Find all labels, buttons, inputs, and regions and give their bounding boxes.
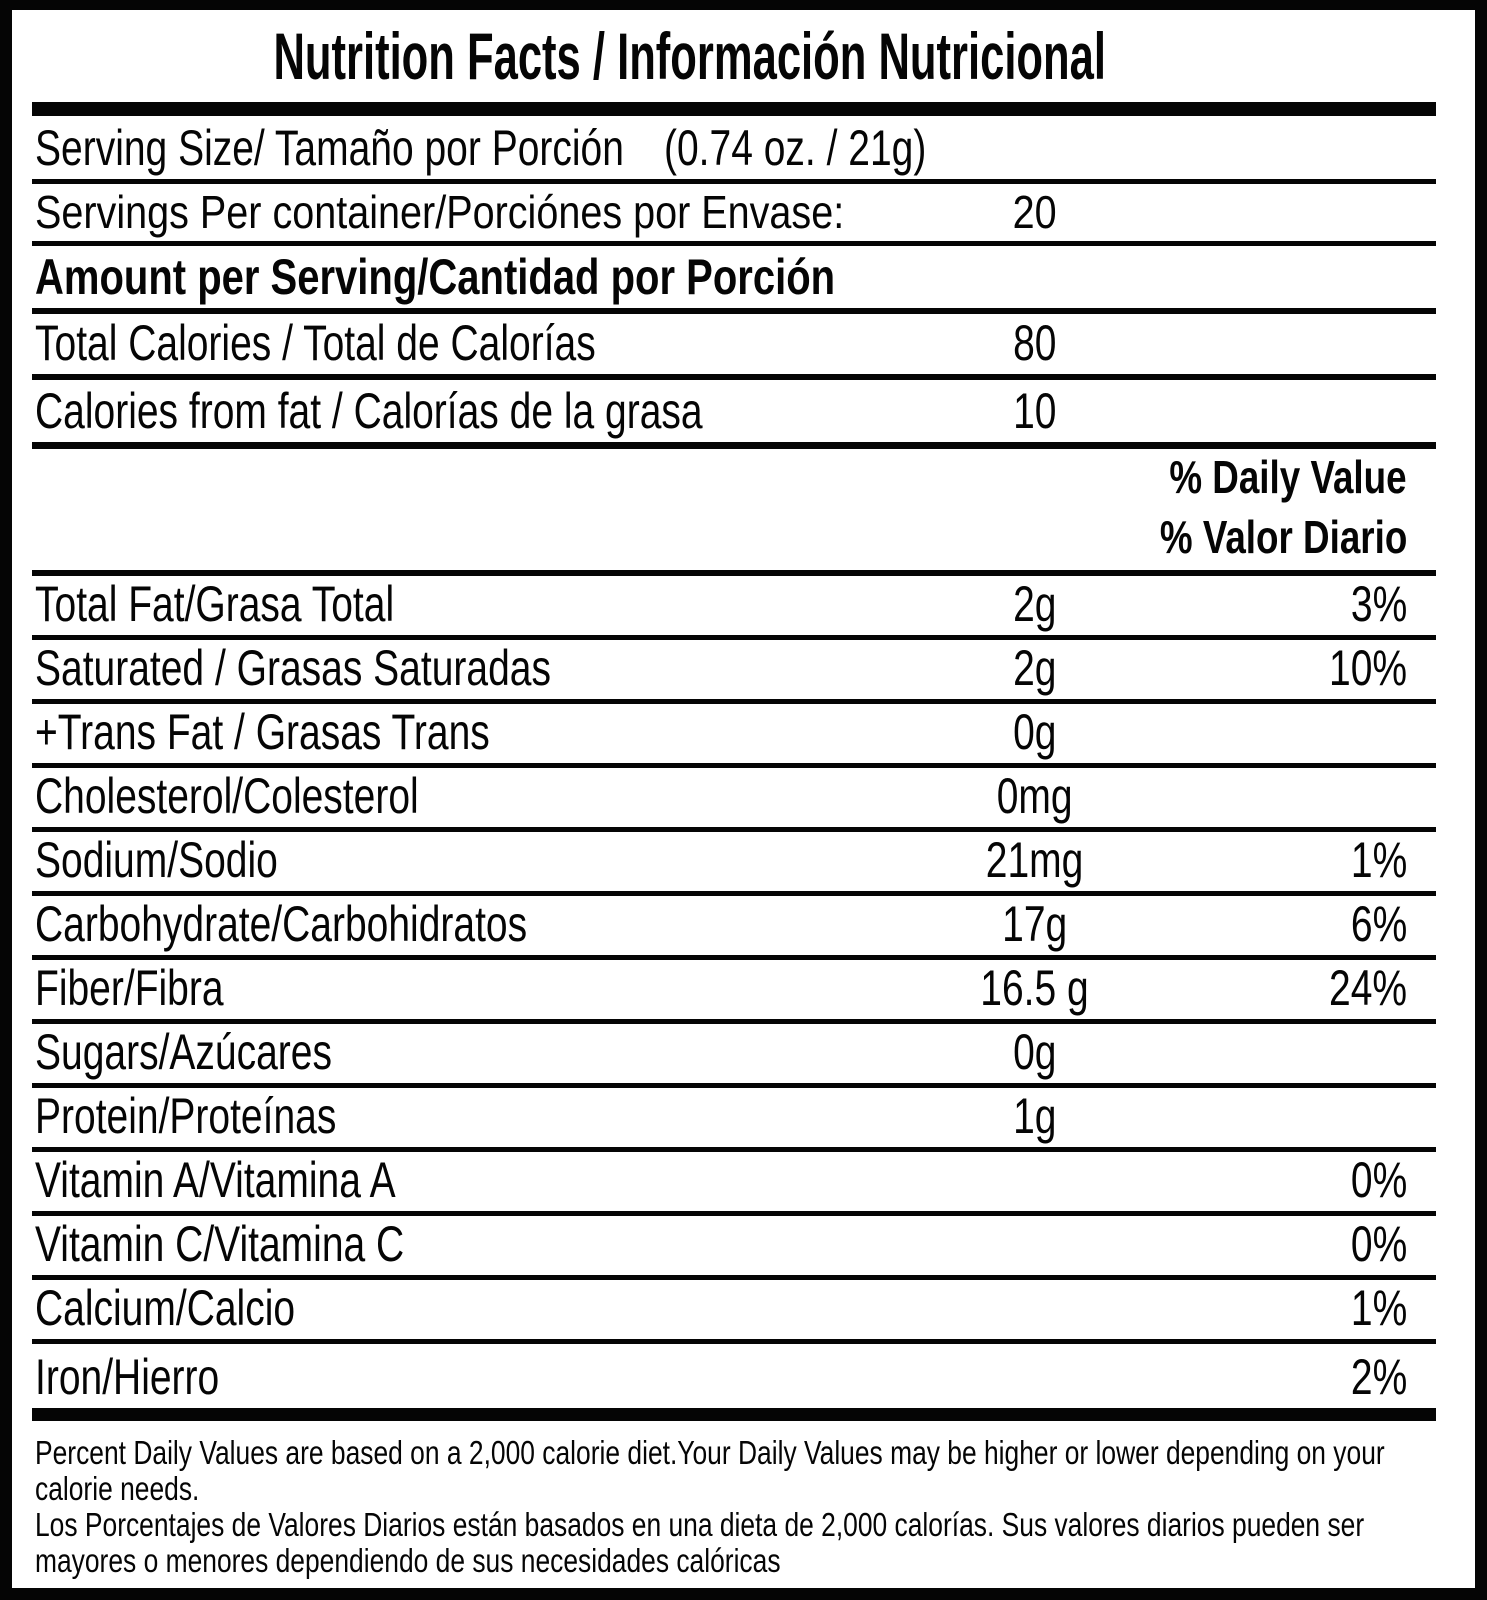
page-title: Nutrition Facts / Información Nutriciona… [273, 19, 1107, 93]
nutrient-daily-value: 0% [1350, 1216, 1407, 1272]
nutrient-daily-value: 1% [1350, 1280, 1407, 1336]
nutrient-label: Vitamin A/Vitamina A [35, 1152, 396, 1208]
nutrient-label: Cholesterol/Colesterol [35, 768, 419, 824]
nutrient-daily-value: 10% [1328, 640, 1407, 696]
nutrient-row: Vitamin A/Vitamina A 0% [32, 1152, 1436, 1216]
footnote: Percent Daily Values are based on a 2,00… [32, 1421, 1436, 1588]
footnote-spanish: Los Porcentajes de Valores Diarios están… [35, 1506, 1365, 1579]
nutrient-label: Sodium/Sodio [35, 832, 278, 888]
daily-value-header-es: % Valor Diario [1159, 511, 1407, 563]
nutrient-row: Carbohydrate/Carbohidratos 17g 6% [32, 896, 1436, 960]
nutrient-table: Total Fat/Grasa Total 2g 3% Saturated / … [32, 576, 1436, 1408]
nutrient-amount: 1g [1013, 1088, 1057, 1144]
nutrient-row: Fiber/Fibra 16.5 g 24% [32, 960, 1436, 1024]
nutrient-label: Sugars/Azúcares [35, 1024, 332, 1080]
nutrient-row: +Trans Fat / Grasas Trans 0g [32, 704, 1436, 768]
calories-from-fat-label: Calories from fat / Calorías de la grasa [35, 383, 703, 439]
serving-size-value: (0.74 oz. / 21g) [664, 120, 927, 176]
footnote-english: Percent Daily Values are based on a 2,00… [35, 1434, 1385, 1507]
calories-from-fat-value: 10 [1013, 383, 1057, 439]
daily-value-header: % Daily Value % Valor Diario [32, 449, 1436, 576]
nutrient-label: Total Fat/Grasa Total [35, 576, 395, 632]
nutrient-amount: 0g [1013, 1024, 1057, 1080]
nutrient-amount: 2g [1013, 640, 1057, 696]
nutrient-label: Saturated / Grasas Saturadas [35, 640, 551, 696]
nutrient-row: Sodium/Sodio 21mg 1% [32, 832, 1436, 896]
nutrient-row: Saturated / Grasas Saturadas 2g 10% [32, 640, 1436, 704]
nutrient-label: Protein/Proteínas [35, 1088, 337, 1144]
total-calories-value: 80 [1013, 315, 1057, 371]
nutrient-label: +Trans Fat / Grasas Trans [35, 704, 490, 760]
total-calories-label: Total Calories / Total de Calorías [35, 315, 596, 371]
servings-per-container-label: Servings Per container/Porciónes por Env… [35, 186, 845, 238]
nutrient-amount: 17g [1002, 896, 1068, 952]
nutrient-label: Carbohydrate/Carbohidratos [35, 896, 528, 952]
nutrient-daily-value: 2% [1350, 1349, 1407, 1405]
nutrient-row: Total Fat/Grasa Total 2g 3% [32, 576, 1436, 640]
amount-per-serving-header: Amount per Serving/Cantidad por Porción [35, 249, 836, 305]
nutrient-label: Calcium/Calcio [35, 1280, 296, 1336]
calories-from-fat-row: Calories from fat / Calorías de la grasa… [32, 380, 1436, 449]
nutrient-amount: 21mg [986, 832, 1084, 888]
nutrient-amount: 16.5 g [980, 960, 1090, 1016]
nutrient-amount: 2g [1013, 576, 1057, 632]
nutrient-label: Vitamin C/Vitamina C [35, 1216, 405, 1272]
nutrient-row: Cholesterol/Colesterol 0mg [32, 768, 1436, 832]
nutrient-row: Vitamin C/Vitamina C 0% [32, 1216, 1436, 1280]
nutrient-row: Protein/Proteínas 1g [32, 1088, 1436, 1152]
nutrient-amount: 0mg [997, 768, 1073, 824]
servings-per-container-row: Servings Per container/Porciónes por Env… [32, 184, 1436, 246]
nutrient-label: Iron/Hierro [35, 1349, 220, 1405]
serving-size-label: Serving Size/ Tamaño por Porción [35, 120, 624, 176]
nutrient-row: Iron/Hierro 2% [32, 1344, 1436, 1408]
thick-divider-top [32, 102, 1436, 116]
thick-divider-bottom [32, 1408, 1436, 1421]
nutrient-label: Fiber/Fibra [35, 960, 224, 1016]
nutrient-row: Sugars/Azúcares 0g [32, 1024, 1436, 1088]
servings-per-container-value: 20 [1012, 186, 1057, 238]
daily-value-header-en: % Daily Value [1169, 451, 1407, 503]
amount-per-serving-header-row: Amount per Serving/Cantidad por Porción [32, 246, 1436, 314]
label-header: Nutrition Facts / Información Nutriciona… [32, 10, 1436, 102]
nutrient-daily-value: 6% [1350, 896, 1407, 952]
nutrient-daily-value: 0% [1350, 1152, 1407, 1208]
nutrient-daily-value: 1% [1350, 832, 1407, 888]
nutrient-amount: 0g [1013, 704, 1057, 760]
nutrient-daily-value: 3% [1350, 576, 1407, 632]
nutrient-daily-value: 24% [1328, 960, 1407, 1016]
label-content: Nutrition Facts / Información Nutriciona… [32, 10, 1436, 1588]
nutrient-row: Calcium/Calcio 1% [32, 1280, 1436, 1344]
serving-size-row: Serving Size/ Tamaño por Porción (0.74 o… [32, 116, 1436, 184]
total-calories-row: Total Calories / Total de Calorías 80 [32, 314, 1436, 380]
